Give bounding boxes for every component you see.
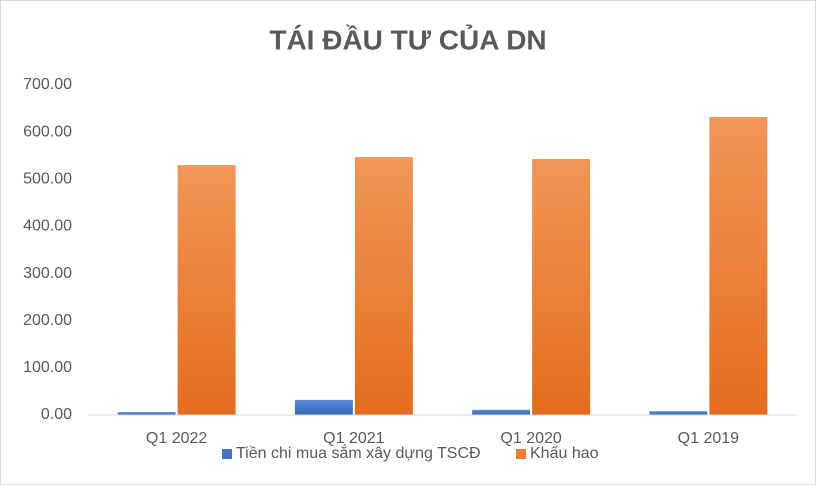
x-tick-label: Q1 2022 [146, 430, 207, 447]
bar [294, 399, 353, 415]
y-tick-label: 0.00 [41, 406, 72, 423]
legend-label: Tiền chi mua sắm xây dựng TSCĐ [236, 443, 481, 462]
bar [532, 159, 591, 415]
chart-title: TÁI ĐẦU TƯ CỦA DN [269, 23, 546, 55]
bar [117, 412, 176, 415]
bar [649, 411, 708, 415]
legend-swatch [516, 449, 526, 459]
x-tick-label: Q1 2020 [500, 430, 561, 447]
x-tick-label: Q1 2021 [323, 430, 384, 447]
bar [472, 409, 531, 415]
y-tick-label: 400.00 [23, 218, 72, 235]
x-tick-label: Q1 2019 [678, 430, 739, 447]
y-tick-label: 600.00 [23, 123, 72, 140]
y-tick-label: 700.00 [23, 76, 72, 93]
y-tick-label: 500.00 [23, 171, 72, 188]
bar [709, 117, 768, 416]
y-tick-label: 300.00 [23, 265, 72, 282]
bar [177, 165, 236, 415]
legend-swatch [222, 449, 232, 459]
bar [354, 157, 413, 415]
y-tick-label: 200.00 [23, 312, 72, 329]
y-tick-label: 100.00 [23, 359, 72, 376]
legend-label: Khấu hao [530, 445, 599, 462]
